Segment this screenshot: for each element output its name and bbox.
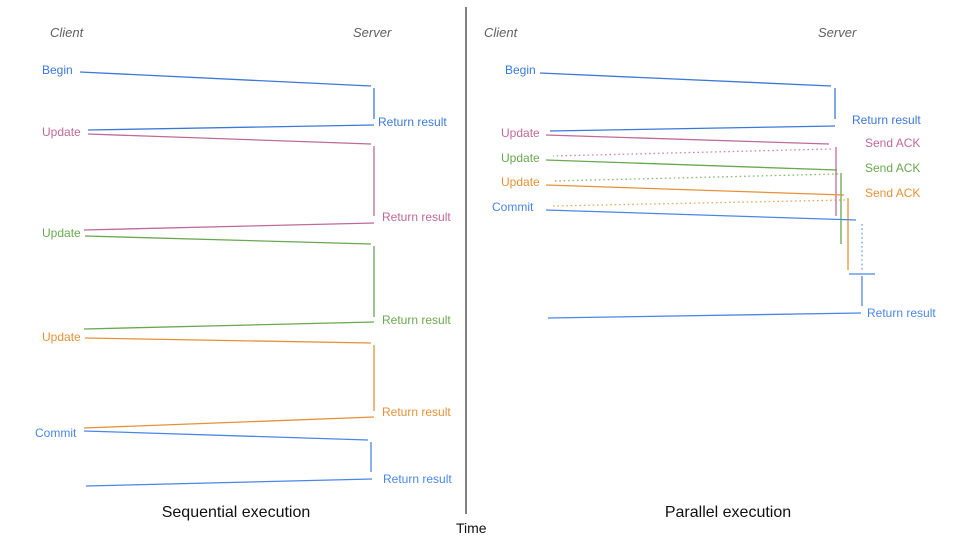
request-line: [545, 209, 857, 221]
seq-commit-label: Commit: [35, 426, 77, 440]
request-line: [84, 235, 372, 245]
seq-commit-message: [83, 430, 373, 487]
seq-update1-label: Update: [42, 125, 81, 139]
seq-return5-label: Return result: [383, 472, 452, 486]
return-line: [87, 124, 375, 131]
seq-update2-label: Update: [42, 226, 81, 240]
request-line: [83, 430, 369, 441]
par-update1-label: Update: [501, 126, 540, 140]
seq-return1-label: Return result: [378, 115, 447, 129]
seq-update3-label: Update: [42, 330, 81, 344]
ack-line: [552, 173, 839, 182]
par-ack3-label: Send ACK: [865, 186, 921, 200]
par-begin-label: Begin: [505, 63, 536, 77]
par-update1-message: [545, 134, 837, 216]
par-commit-return-label: Return result: [867, 306, 936, 320]
request-line: [79, 71, 372, 87]
par-begin-return-label: Return result: [852, 113, 921, 127]
seq-update2-message: [83, 235, 375, 330]
par-client-lifeline-label: Client: [484, 25, 518, 40]
return-line: [83, 222, 375, 231]
par-begin-message: [539, 72, 836, 132]
par-update2-label: Update: [501, 151, 540, 165]
request-line: [539, 72, 832, 87]
return-line: [83, 416, 375, 429]
time-axis-label: Time: [456, 520, 487, 536]
seq-begin-message: [79, 71, 375, 131]
par-ack1-label: Send ACK: [865, 136, 921, 150]
par-commit-label: Commit: [492, 200, 534, 214]
seq-return3-label: Return result: [382, 313, 451, 327]
par-ack2-label: Send ACK: [865, 161, 921, 175]
sequential-title: Sequential execution: [161, 504, 311, 521]
seq-client-lifeline-label: Client: [50, 25, 84, 40]
request-line: [545, 184, 845, 196]
seq-update3-message: [83, 337, 375, 429]
return-line: [549, 125, 836, 132]
request-line: [545, 134, 830, 145]
ack-line: [552, 148, 832, 157]
par-update3-message: [545, 184, 849, 270]
par-server-lifeline-label: Server: [818, 25, 857, 40]
seq-update1-message: [83, 133, 375, 231]
par-update2-message: [545, 159, 842, 244]
parallel-title: Parallel execution: [664, 504, 792, 521]
return-line: [547, 312, 862, 319]
par-update3-label: Update: [501, 175, 540, 189]
return-line: [83, 321, 375, 330]
request-line: [87, 133, 372, 145]
seq-return2-label: Return result: [382, 210, 451, 224]
par-commit-message: [545, 209, 875, 319]
return-line: [85, 478, 373, 487]
request-line: [84, 337, 372, 344]
seq-begin-label: Begin: [42, 63, 73, 77]
seq-server-lifeline-label: Server: [353, 25, 392, 40]
ack-line: [552, 199, 846, 207]
seq-return4-label: Return result: [382, 405, 451, 419]
request-line: [545, 159, 838, 171]
